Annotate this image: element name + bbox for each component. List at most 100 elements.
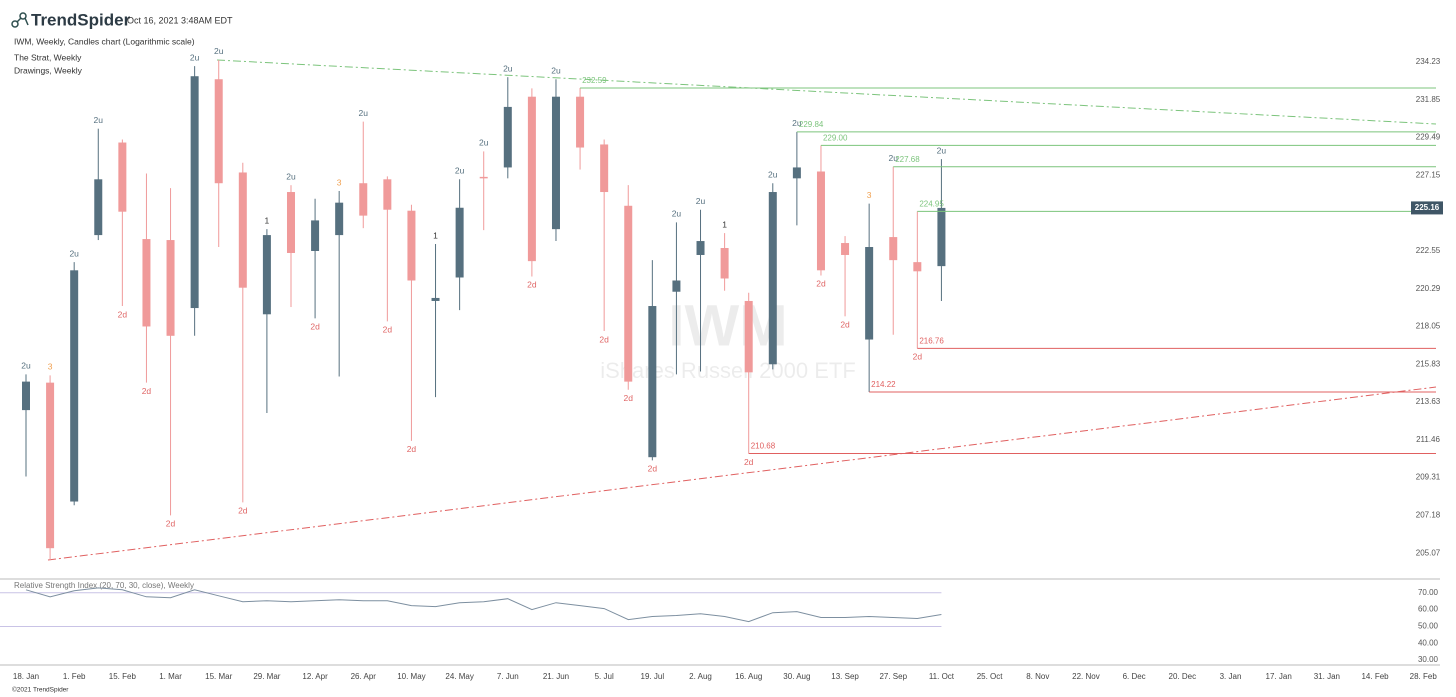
y-tick-label: 213.63 bbox=[1416, 397, 1441, 406]
x-tick-label: 8. Nov bbox=[1026, 672, 1049, 681]
level-label: 216.76 bbox=[919, 337, 944, 346]
x-tick-label: 30. Aug bbox=[783, 672, 810, 681]
y-tick-label: 229.49 bbox=[1416, 133, 1441, 142]
candle-body bbox=[792, 167, 801, 179]
strat-label: 2u bbox=[286, 171, 296, 181]
logo bbox=[11, 12, 29, 28]
watermark: IWM bbox=[668, 293, 787, 358]
y-tick-label: 218.05 bbox=[1416, 322, 1441, 331]
candle-body bbox=[455, 207, 464, 278]
candle-body bbox=[672, 280, 681, 292]
watermark-subtitle: iShares Russell 2000 ETF bbox=[600, 358, 856, 383]
candle-body bbox=[600, 144, 609, 193]
x-tick-label: 16. Aug bbox=[735, 672, 762, 681]
candle-body bbox=[816, 171, 825, 271]
candle-body bbox=[841, 243, 850, 255]
strat-label: 2d bbox=[383, 325, 393, 335]
x-tick-label: 3. Jan bbox=[1220, 672, 1242, 681]
y-tick-label: 211.46 bbox=[1416, 435, 1440, 444]
trend-line bbox=[216, 59, 1437, 125]
strat-label: 2u bbox=[672, 209, 682, 219]
x-tick-label: 11. Oct bbox=[929, 672, 955, 681]
x-tick-label: 26. Apr bbox=[351, 672, 377, 681]
x-tick-label: 10. May bbox=[397, 672, 425, 681]
candle-body bbox=[118, 142, 127, 212]
x-tick-label: 17. Jan bbox=[1266, 672, 1292, 681]
strat-label: 2u bbox=[479, 138, 489, 148]
candle-body bbox=[913, 262, 922, 272]
level-label: 214.22 bbox=[871, 380, 896, 389]
y-tick-label: 205.07 bbox=[1416, 548, 1441, 557]
strat-label: 2d bbox=[238, 506, 248, 516]
x-tick-label: 24. May bbox=[445, 672, 473, 681]
x-tick-label: 31. Jan bbox=[1314, 672, 1340, 681]
timestamp: Oct 16, 2021 3:48AM EDT bbox=[127, 15, 233, 25]
strat-label: 2u bbox=[503, 63, 513, 73]
strat-label: 2u bbox=[69, 248, 79, 258]
y-tick-label: 215.83 bbox=[1416, 359, 1441, 368]
strat-label: 2d bbox=[142, 386, 152, 396]
strat-label: 2d bbox=[310, 322, 320, 332]
subtitle: The Strat, Weekly bbox=[14, 52, 82, 62]
rsi-title: Relative Strength Index (20, 70, 30, clo… bbox=[14, 581, 194, 590]
level-label: 229.84 bbox=[799, 120, 824, 129]
level-label: 229.00 bbox=[823, 134, 848, 143]
rsi-tick-label: 70.00 bbox=[1418, 588, 1439, 597]
x-tick-label: 28. Feb bbox=[1410, 672, 1438, 681]
y-tick-label: 227.15 bbox=[1416, 171, 1441, 180]
candle-body bbox=[624, 205, 633, 382]
x-tick-label: 21. Jun bbox=[543, 672, 569, 681]
strat-label: 2u bbox=[551, 65, 561, 75]
strat-label: 2u bbox=[768, 169, 778, 179]
candle-body bbox=[889, 237, 898, 261]
x-tick-label: 20. Dec bbox=[1169, 672, 1197, 681]
y-tick-label: 222.55 bbox=[1416, 246, 1441, 255]
strat-label: 2u bbox=[214, 46, 224, 56]
subtitle: Drawings, Weekly bbox=[14, 65, 83, 75]
rsi-tick-label: 50.00 bbox=[1418, 622, 1439, 631]
strat-label: 3 bbox=[867, 190, 872, 200]
candle-body bbox=[262, 235, 271, 315]
strat-label: 1 bbox=[265, 215, 270, 225]
candle-body bbox=[937, 207, 946, 267]
x-tick-label: 15. Feb bbox=[109, 672, 137, 681]
x-tick-label: 1. Feb bbox=[63, 672, 86, 681]
strat-label: 1 bbox=[433, 230, 438, 240]
strat-label: 2u bbox=[359, 108, 369, 118]
x-tick-label: 25. Oct bbox=[977, 672, 1004, 681]
x-tick-label: 29. Mar bbox=[253, 672, 280, 681]
strat-label: 3 bbox=[48, 362, 53, 372]
strat-label: 2d bbox=[599, 334, 609, 344]
x-tick-label: 5. Jul bbox=[595, 672, 614, 681]
candle-body bbox=[46, 382, 55, 549]
strat-label: 2u bbox=[94, 115, 104, 125]
strat-label: 2d bbox=[118, 309, 128, 319]
candle-body bbox=[311, 220, 320, 251]
candle-body bbox=[214, 79, 223, 184]
candle-body bbox=[551, 96, 560, 230]
strat-label: 2d bbox=[744, 457, 754, 467]
last-price-tag bbox=[1411, 201, 1443, 215]
strat-label: 2u bbox=[696, 196, 706, 206]
brand: TrendSpider bbox=[31, 10, 131, 29]
strat-label: 2d bbox=[166, 519, 176, 529]
candle-body bbox=[335, 202, 344, 236]
trend-line bbox=[47, 386, 1437, 561]
y-tick-label: 220.29 bbox=[1416, 284, 1441, 293]
x-tick-label: 13. Sep bbox=[831, 672, 859, 681]
x-tick-label: 12. Apr bbox=[302, 672, 328, 681]
strat-label: 2d bbox=[407, 444, 417, 454]
level-label: 210.68 bbox=[751, 442, 776, 451]
candle-body bbox=[383, 179, 392, 210]
x-tick-label: 22. Nov bbox=[1072, 672, 1100, 681]
candle-body bbox=[94, 179, 103, 236]
x-tick-label: 18. Jan bbox=[13, 672, 39, 681]
y-tick-label: 207.18 bbox=[1416, 511, 1441, 520]
candle-body bbox=[22, 381, 30, 411]
level-label: 232.59 bbox=[582, 76, 607, 85]
x-tick-label: 15. Mar bbox=[205, 672, 232, 681]
x-tick-label: 2. Aug bbox=[689, 672, 712, 681]
candle-body bbox=[359, 183, 368, 216]
strat-label: 2u bbox=[190, 52, 200, 62]
strat-label: 1 bbox=[722, 219, 727, 229]
